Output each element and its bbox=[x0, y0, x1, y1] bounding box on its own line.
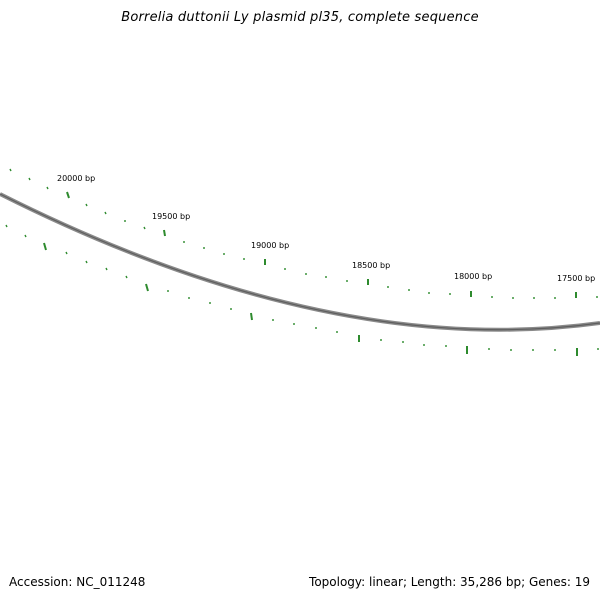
tick-label: 20000 bp bbox=[57, 174, 95, 183]
tick-label: 18000 bp bbox=[454, 272, 492, 281]
map-title: Borrelia duttonii Ly plasmid pl35, compl… bbox=[121, 10, 479, 25]
outer-ticks bbox=[9, 168, 598, 299]
tick-label: 17500 bp bbox=[557, 274, 595, 283]
plasmid-backbone bbox=[0, 192, 600, 332]
tick-label: 18500 bp bbox=[352, 261, 390, 270]
inner-ticks bbox=[5, 224, 599, 356]
accession-label: Accession: NC_011248 bbox=[9, 575, 146, 589]
topology-summary: Topology: linear; Length: 35,286 bp; Gen… bbox=[309, 575, 590, 589]
tick-label: 19000 bp bbox=[251, 241, 289, 250]
tick-label: 19500 bp bbox=[152, 212, 190, 221]
